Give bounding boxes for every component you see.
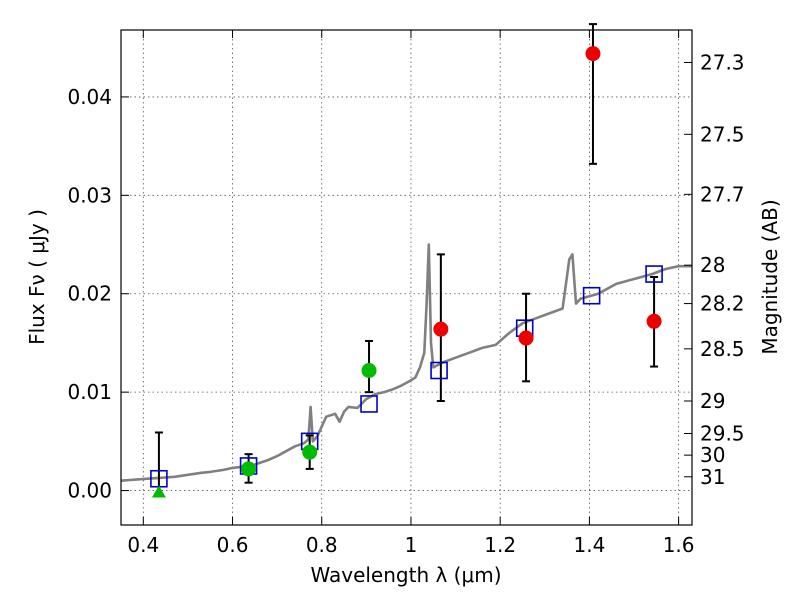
grid-lines [121,30,692,525]
green-data-point [361,362,377,378]
y-axis-label: Flux Fν ( μJy ) [25,209,49,345]
green-data-point [241,461,257,477]
model-photometry-square [430,361,448,380]
model-photometry-square [645,265,663,283]
x-tick-label: 0.6 [217,533,249,557]
axis-ticks: 0.4 0.6 0.8 1 1.2 1.4 1.6 0.00 0.01 0.02 0.03 0.04 2… [67,30,745,557]
model-photometry-square [582,286,601,305]
y2-tick-label: 28.5 [700,337,745,361]
y-tick-label: 0.04 [67,85,112,109]
y2-axis-label: Magnitude (AB) [758,199,782,354]
y-tick-label: 0.01 [67,380,112,404]
red-data-point [433,321,449,337]
y2-tick-label: 29.5 [700,421,745,445]
x-tick-label: 0.8 [306,533,338,557]
y2-tick-label: 28.2 [700,292,745,316]
y-tick-label: 0.03 [67,183,112,207]
model-photometry-square [360,395,378,413]
green-data-point [302,444,318,460]
x-tick-label: 0.4 [127,533,159,557]
x-tick-label: 1.4 [573,533,605,557]
green-upper-limit-triangle [151,485,166,498]
x-tick-label: 1.2 [484,533,516,557]
plot-marks [120,23,692,498]
red-data-point [646,313,662,329]
y2-tick-label: 29 [700,389,725,413]
plot-frame [120,29,693,526]
y2-tick-label: 27.3 [700,50,745,74]
y2-tick-label: 31 [700,465,725,489]
y-tick-label: 0.02 [67,282,112,306]
x-axis-label: Wavelength λ (μm) [310,563,501,587]
x-tick-label: 1.6 [663,533,695,557]
y2-tick-label: 28 [700,253,725,277]
y2-tick-label: 30 [700,443,725,467]
red-data-point [518,330,534,346]
y2-tick-label: 27.5 [700,122,745,146]
y-tick-label: 0.00 [67,479,112,503]
red-data-point [585,46,601,62]
x-tick-label: 1 [405,533,418,557]
y2-tick-label: 27.7 [700,182,745,206]
